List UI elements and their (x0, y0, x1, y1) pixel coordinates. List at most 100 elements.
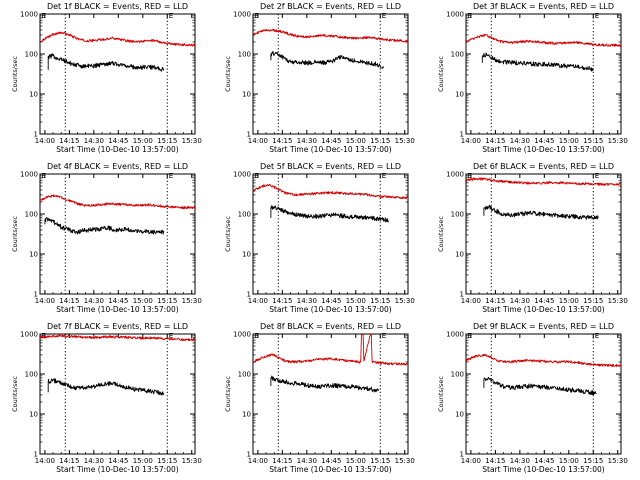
y-tick-label: 1000 (233, 11, 251, 19)
x-tick-label: 15:15 (583, 297, 603, 305)
lld-series-line (40, 334, 195, 342)
x-tick-label: 15:00 (559, 457, 579, 465)
panel-chart: Det 5f BLACK = Events, RED = LLD 1 10 100 10… (224, 162, 415, 314)
x-tick-label: 14:00 (35, 297, 55, 305)
x-tick-label: 14:30 (510, 297, 530, 305)
x-axis-label: Start Time (10-Dec-10 13:57:00) (269, 305, 391, 314)
x-tick-label: 15:30 (608, 457, 628, 465)
y-tick-label: 1 (34, 291, 38, 299)
y-axis-label: Counts/sec (11, 216, 19, 252)
y-tick-label: 1 (34, 451, 38, 459)
x-tick-label: 15:15 (370, 297, 390, 305)
x-tick-label: 14:15 (485, 297, 505, 305)
panel-chart: Det 3f BLACK = Events, RED = LLD 1 10 100 10… (437, 2, 628, 154)
plot-frame (39, 333, 196, 455)
y-tick-label: 1000 (446, 331, 464, 339)
x-tick-label: 14:15 (272, 137, 292, 145)
x-tick-label: 14:30 (510, 457, 530, 465)
y-tick-label: 100 (25, 51, 38, 59)
y-tick-label: 1000 (20, 171, 38, 179)
plot-frame (252, 173, 409, 295)
x-axis-label: Start Time (10-Dec-10 13:57:00) (56, 145, 178, 154)
y-axis-label: Counts/sec (224, 56, 232, 92)
x-tick-label: 15:00 (559, 297, 579, 305)
x-tick-label: 15:15 (583, 137, 603, 145)
y-tick-label: 100 (451, 51, 464, 59)
x-tick-label: 14:15 (485, 137, 505, 145)
panel-chart: Det 1f BLACK = Events, RED = LLD 1 10 100 10… (11, 2, 202, 154)
x-tick-label: 14:45 (534, 137, 554, 145)
y-tick-label: 1000 (446, 171, 464, 179)
x-tick-label: 14:45 (108, 297, 128, 305)
y-axis-label: Counts/sec (437, 216, 445, 252)
panel-title: Det 6f BLACK = Events, RED = LLD (473, 162, 614, 171)
corner-mark-right: E (595, 332, 599, 340)
detector-panel: Det 6f BLACK = Events, RED = LLD 1 10 100 10… (426, 160, 639, 320)
y-axis-label: Counts/sec (11, 56, 19, 92)
x-tick-label: 15:15 (370, 457, 390, 465)
x-tick-label: 15:30 (608, 297, 628, 305)
corner-mark-left: E (468, 332, 472, 340)
y-axis-label: Counts/sec (437, 376, 445, 412)
x-tick-label: 14:30 (297, 137, 317, 145)
lld-series-line (253, 334, 408, 366)
x-tick-label: 14:00 (248, 457, 268, 465)
x-tick-label: 15:30 (395, 297, 415, 305)
x-tick-label: 15:15 (157, 137, 177, 145)
y-tick-label: 1 (460, 131, 464, 139)
y-tick-label: 100 (25, 211, 38, 219)
plot-frame (39, 173, 196, 295)
x-tick-label: 14:00 (461, 457, 481, 465)
corner-mark-right: E (382, 332, 386, 340)
x-tick-label: 14:00 (248, 297, 268, 305)
y-tick-label: 1000 (233, 171, 251, 179)
lld-series-line (253, 28, 408, 43)
x-tick-label: 14:00 (248, 137, 268, 145)
panel-title: Det 3f BLACK = Events, RED = LLD (473, 2, 614, 11)
panel-chart: Det 4f BLACK = Events, RED = LLD 1 10 100 10… (11, 162, 202, 314)
x-tick-label: 15:00 (346, 137, 366, 145)
corner-mark-left: E (255, 12, 259, 20)
x-tick-label: 14:00 (461, 137, 481, 145)
panel-chart: Det 6f BLACK = Events, RED = LLD 1 10 100 10… (437, 162, 628, 314)
y-tick-label: 100 (451, 211, 464, 219)
detector-panel: Det 1f BLACK = Events, RED = LLD 1 10 100 10… (0, 0, 213, 160)
x-axis-label: Start Time (10-Dec-10 13:57:00) (482, 145, 604, 154)
corner-mark-left: E (42, 12, 46, 20)
x-tick-label: 15:30 (182, 457, 202, 465)
x-tick-label: 15:30 (608, 137, 628, 145)
y-axis-label: Counts/sec (224, 376, 232, 412)
x-tick-label: 15:30 (395, 137, 415, 145)
y-tick-label: 10 (242, 411, 251, 419)
x-axis-label: Start Time (10-Dec-10 13:57:00) (269, 145, 391, 154)
y-axis-label: Counts/sec (11, 376, 19, 412)
detector-panel: Det 7f BLACK = Events, RED = LLD 1 10 100 10… (0, 320, 213, 480)
x-tick-label: 14:15 (272, 297, 292, 305)
events-series-line (481, 52, 594, 72)
events-series-line (483, 204, 599, 220)
detector-panel: Det 5f BLACK = Events, RED = LLD 1 10 100 10… (213, 160, 426, 320)
x-tick-label: 14:45 (321, 137, 341, 145)
detector-panel: Det 3f BLACK = Events, RED = LLD 1 10 100 10… (426, 0, 639, 160)
corner-mark-left: E (255, 332, 259, 340)
x-tick-label: 15:15 (370, 137, 390, 145)
y-tick-label: 1 (460, 451, 464, 459)
events-series-line (47, 53, 165, 72)
x-tick-label: 15:30 (182, 297, 202, 305)
x-tick-label: 15:00 (346, 297, 366, 305)
y-tick-label: 100 (451, 371, 464, 379)
x-tick-label: 15:00 (346, 457, 366, 465)
lld-series-line (466, 353, 621, 368)
events-series-line (270, 51, 384, 69)
events-series-line (44, 217, 165, 235)
x-tick-label: 15:15 (157, 457, 177, 465)
y-tick-label: 10 (29, 91, 38, 99)
x-tick-label: 14:45 (321, 297, 341, 305)
y-tick-label: 1 (460, 291, 464, 299)
plot-frame (39, 13, 196, 135)
lld-series-line (466, 33, 621, 47)
x-tick-label: 14:00 (35, 137, 55, 145)
corner-mark-right: E (169, 12, 173, 20)
panel-title: Det 9f BLACK = Events, RED = LLD (473, 322, 614, 331)
